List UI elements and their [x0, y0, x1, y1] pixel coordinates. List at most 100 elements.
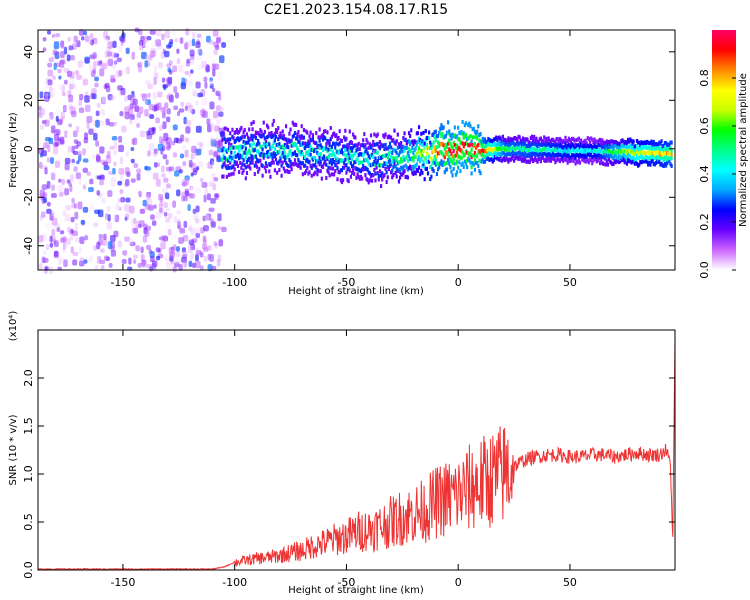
spectrogram-cell	[167, 76, 173, 85]
spectrogram-cell	[103, 233, 107, 240]
spectrogram-cell	[46, 208, 52, 214]
spectrogram-cell	[391, 150, 394, 155]
spectrogram-cell	[633, 151, 636, 156]
spectrogram-cell	[257, 138, 260, 143]
spectrogram-cell	[111, 136, 118, 141]
spectrogram-cell	[605, 144, 608, 149]
spectrogram-cell	[279, 131, 282, 136]
spectrogram-cell	[204, 81, 208, 89]
spectrogram-cell	[218, 239, 224, 247]
spectrogram-cell	[447, 120, 450, 125]
spectrogram-cell	[236, 164, 240, 169]
spectrogram-cell	[528, 148, 531, 153]
spectrogram-cell	[197, 141, 204, 147]
spectrogram-cell	[308, 170, 311, 175]
spectrogram-cell	[556, 156, 559, 161]
spectrogram-cell	[580, 138, 583, 143]
spectrogram-cell	[544, 147, 547, 152]
spectrogram-cell	[252, 155, 255, 160]
spectrogram-cell	[603, 152, 606, 157]
spectrogram-cell	[530, 155, 534, 160]
spectrogram-cell	[145, 166, 152, 171]
spectrogram-cell	[379, 173, 383, 178]
spectrogram-cell	[374, 156, 377, 161]
spectrogram-cell	[479, 171, 482, 176]
spectrogram-cell	[205, 213, 212, 221]
spectrogram-cell	[153, 104, 158, 112]
spectrogram-cell	[280, 145, 283, 150]
spectrogram-cell	[50, 125, 56, 134]
spectrogram-cell	[620, 149, 623, 154]
spectrogram-cell	[586, 152, 589, 157]
spectrogram-cell	[227, 146, 231, 151]
spectrogram-cell	[147, 150, 151, 157]
spectrogram-cell	[419, 141, 422, 146]
spectrogram-cell	[288, 170, 291, 175]
spectrogram-cell	[350, 140, 354, 145]
spectrogram-cell	[447, 131, 450, 136]
spectrogram-cell	[394, 156, 397, 161]
spectrogram-cell	[611, 155, 614, 160]
spectrogram-cell	[610, 160, 613, 165]
spectrogram-cell	[539, 148, 542, 153]
spectrogram-cell	[274, 134, 278, 139]
spectrogram-cell	[161, 33, 165, 41]
spectrogram-cell	[245, 151, 249, 156]
spectrogram-cell	[283, 142, 287, 147]
spectrogram-cell	[272, 151, 275, 156]
snr-line-series	[37, 338, 676, 571]
spectrogram-cell	[425, 142, 428, 147]
spectrogram-cell	[185, 61, 191, 67]
spectrogram-cell	[663, 151, 667, 156]
spectrogram-cell	[59, 59, 65, 68]
spectrogram-cell	[435, 145, 439, 150]
spectrogram-cell	[119, 156, 124, 165]
spectrogram-cell	[189, 49, 195, 57]
spectrogram-cell	[612, 161, 615, 166]
spectrogram-cell	[553, 153, 556, 158]
spectrogram-cell	[595, 139, 598, 144]
spectrogram-cell	[649, 151, 652, 156]
spectrogram-cell	[448, 161, 451, 166]
spectrogram-cell	[375, 133, 378, 138]
spectrogram-cell	[249, 151, 252, 156]
spectrogram-cell	[38, 108, 42, 114]
spectrogram-cell	[255, 149, 259, 154]
spectrogram-cell	[111, 213, 116, 222]
spectrogram-cell	[60, 111, 65, 120]
spectrogram-cell	[58, 189, 64, 197]
spectrogram-cell	[209, 101, 215, 110]
spectrogram-cell	[455, 170, 459, 175]
spectrogram-cell	[224, 164, 227, 169]
spectrogram-cell	[362, 138, 365, 143]
spectrogram-cell	[444, 167, 447, 172]
spectrogram-cell	[238, 156, 241, 161]
spectrogram-cell	[127, 104, 132, 110]
spectrogram-cell	[259, 153, 262, 158]
spectrogram-cell	[597, 138, 601, 143]
spectrogram-cell	[490, 151, 493, 156]
spectrogram-cell	[508, 143, 511, 148]
spectrogram-cell	[510, 146, 513, 151]
spectrogram-cell	[394, 164, 397, 169]
spectrogram-cell	[416, 168, 420, 173]
spectrogram-cell	[632, 155, 635, 160]
spectrogram-cell	[472, 135, 475, 140]
spectrogram-cell	[245, 140, 249, 145]
spectrogram-cell	[269, 154, 272, 159]
spectrogram-cell	[500, 147, 503, 152]
spectrogram-cell	[618, 149, 621, 154]
spectrogram-cell	[659, 141, 662, 146]
spectrogram-cell	[572, 153, 575, 158]
spectrogram-cell	[244, 140, 247, 145]
spectrogram-cell	[204, 188, 209, 195]
spectrogram-cell	[135, 206, 142, 211]
spectrogram-cell	[576, 153, 579, 158]
spectrogram-cell	[567, 147, 570, 152]
spectrogram-cell	[442, 143, 445, 148]
spectrogram-cell	[234, 154, 237, 159]
spectrogram-cell	[355, 157, 358, 162]
spectrogram-cell	[369, 153, 373, 158]
spectrogram-cell	[182, 235, 189, 242]
spectrogram-cell	[175, 251, 181, 258]
